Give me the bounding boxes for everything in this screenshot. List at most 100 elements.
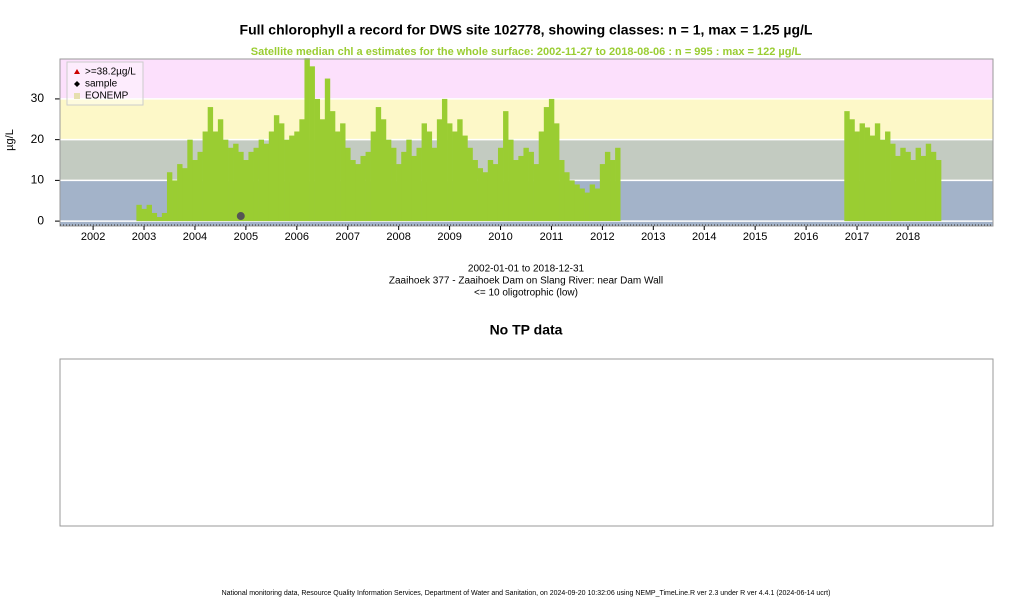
satellite-bar (151, 212, 158, 222)
x-tick-label: 2003 (132, 231, 156, 243)
satellite-bar (182, 168, 188, 222)
legend-symbol (74, 93, 80, 99)
satellite-bar (574, 184, 580, 222)
satellite-bar (874, 123, 881, 222)
satellite-bar (905, 151, 911, 222)
satellite-bar (869, 135, 876, 222)
satellite-bar (202, 131, 208, 222)
satellite-bar (462, 135, 468, 222)
satellite-bar (365, 151, 371, 222)
tp-panel (59, 358, 994, 527)
satellite-bar (228, 147, 234, 222)
satellite-bar (447, 123, 453, 222)
satellite-bar (360, 155, 366, 222)
y-tick-label: 0 (37, 213, 44, 227)
x-tick-label: 2011 (540, 231, 564, 243)
caption: <= 10 oligotrophic (low) (474, 288, 578, 299)
satellite-bar (187, 139, 193, 222)
satellite-bar (518, 155, 524, 222)
satellite-bar (375, 107, 382, 222)
satellite-bar (854, 131, 860, 222)
satellite-bar (452, 131, 458, 222)
satellite-bar (859, 123, 865, 222)
chart-subtitle: Satellite median chl a estimates for the… (251, 46, 802, 58)
satellite-bar (391, 147, 397, 222)
y-tick-label: 20 (31, 132, 45, 146)
footer: National monitoring data, Resource Quali… (222, 590, 831, 597)
satellite-bar (411, 155, 417, 222)
plot-frame (59, 58, 994, 227)
satellite-bar (304, 58, 310, 222)
satellite-bar (406, 139, 412, 222)
satellite-bar (289, 135, 295, 222)
satellite-bar (615, 147, 621, 222)
sample-point (236, 212, 245, 221)
satellite-bar (538, 131, 545, 222)
satellite-bar (457, 119, 463, 222)
satellite-bar (370, 131, 377, 222)
x-tick-label: 2005 (234, 231, 258, 243)
x-tick-label: 2002 (81, 231, 105, 243)
satellite-bar (441, 98, 448, 222)
satellite-bar (900, 147, 906, 222)
x-tick-label: 2013 (641, 231, 665, 243)
x-tick-label: 2006 (285, 231, 309, 243)
satellite-bar (543, 107, 550, 222)
satellite-bar (436, 119, 443, 222)
satellite-bar (930, 151, 937, 222)
y-tick-label: 30 (31, 91, 45, 105)
legend-label: sample (85, 79, 118, 90)
legend-label: >=38.2µg/L (85, 67, 136, 78)
satellite-bar (238, 151, 244, 222)
satellite-bar (192, 160, 198, 222)
satellite-bar (864, 127, 871, 222)
satellite-bar (335, 131, 341, 222)
x-tick-label: 2008 (386, 231, 410, 243)
y-axis-label: µg/L (4, 129, 16, 151)
satellite-bar (548, 98, 555, 222)
legend-symbol (74, 81, 80, 87)
x-tick-label: 2010 (488, 231, 512, 243)
satellite-bar (146, 204, 152, 222)
satellite-bar (161, 212, 168, 222)
satellite-bar (554, 123, 560, 222)
satellite-bar (319, 119, 326, 222)
satellite-bar (284, 139, 290, 222)
satellite-bar (324, 78, 331, 222)
satellite-bar (222, 139, 229, 222)
x-tick-label: 2012 (590, 231, 614, 243)
satellite-bar (136, 204, 142, 222)
satellite-bar (513, 160, 519, 222)
satellite-bar (426, 131, 433, 222)
satellite-bar (533, 164, 540, 222)
caption: Zaaihoek 377 - Zaaihoek Dam on Slang Riv… (389, 276, 663, 287)
satellite-bar (401, 151, 407, 222)
satellite-bar (207, 107, 214, 222)
y-tick-label: 10 (31, 173, 45, 187)
satellite-bar (243, 160, 249, 222)
satellite-bar (396, 164, 402, 222)
satellite-bar (915, 147, 921, 222)
satellite-bar (212, 131, 219, 222)
satellite-bar (258, 139, 265, 222)
satellite-bar (920, 155, 927, 222)
satellite-bar (273, 115, 280, 222)
legend-label: EONEMP (85, 91, 129, 102)
satellite-bar (579, 188, 585, 222)
satellite-bar (355, 164, 361, 222)
satellite-bar (935, 160, 942, 222)
satellite-bar (172, 180, 178, 222)
satellite-bar (278, 123, 285, 222)
satellite-bar (166, 172, 173, 222)
satellite-bar (482, 172, 489, 222)
satellite-bar (895, 155, 901, 222)
satellite-bar (431, 147, 438, 222)
x-tick-label: 2009 (437, 231, 461, 243)
satellite-bar (569, 180, 575, 222)
chart-title: Full chlorophyll a record for DWS site 1… (240, 22, 813, 38)
satellite-bar (564, 172, 570, 222)
satellite-bar (589, 184, 596, 222)
x-tick-label: 2016 (794, 231, 818, 243)
satellite-bar (610, 160, 616, 222)
satellite-bar (890, 143, 896, 222)
